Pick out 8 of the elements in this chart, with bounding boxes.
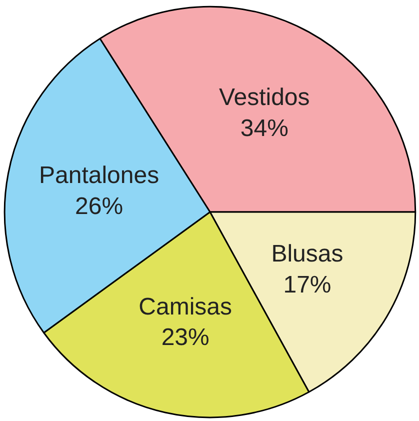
data-label: 17% <box>283 271 332 298</box>
slice-label: Pantalones <box>38 162 160 189</box>
slice-label: Vestidos <box>219 84 310 112</box>
slice-label: Camisas <box>138 293 232 320</box>
data-label: 26% <box>75 192 124 220</box>
data-label: 23% <box>161 324 210 352</box>
slice-label: Blusas <box>271 240 344 268</box>
data-label: 34% <box>240 114 288 142</box>
